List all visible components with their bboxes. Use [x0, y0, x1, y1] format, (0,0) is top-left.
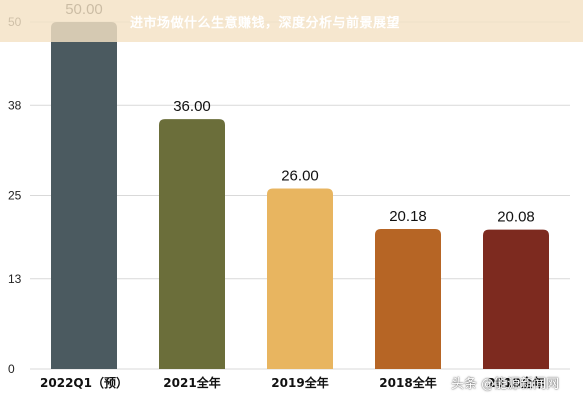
- bar-5: [483, 229, 549, 369]
- y-tick-label-25: 25: [8, 189, 22, 203]
- overlay-title: 进市场做什么生意赚钱，深度分析与前景展望: [130, 16, 401, 31]
- value-label-3: 26.00: [281, 168, 319, 185]
- value-label-2: 36.00: [173, 98, 211, 115]
- y-tick-label-13: 13: [8, 272, 22, 286]
- value-label-5: 20.08: [497, 209, 535, 226]
- category-label-1: 2022Q1（预）: [40, 375, 128, 390]
- watermark: 头条 @能源新闻网: [451, 377, 560, 392]
- bar-4: [375, 228, 441, 369]
- category-label-2: 2021全年: [163, 375, 220, 390]
- bar-2: [159, 119, 225, 369]
- value-label-4: 20.18: [389, 208, 427, 225]
- title-overlay-banner: [0, 0, 583, 42]
- bar-1: [51, 22, 117, 369]
- bar-3: [267, 188, 333, 369]
- category-label-3: 2019全年: [271, 375, 328, 390]
- bar-layer: [51, 22, 549, 369]
- y-tick-label-38: 38: [8, 98, 22, 112]
- category-label-4: 2018全年: [379, 375, 436, 390]
- y-tick-label-0: 0: [8, 362, 15, 376]
- category-label-5: 2018全年: [487, 375, 544, 390]
